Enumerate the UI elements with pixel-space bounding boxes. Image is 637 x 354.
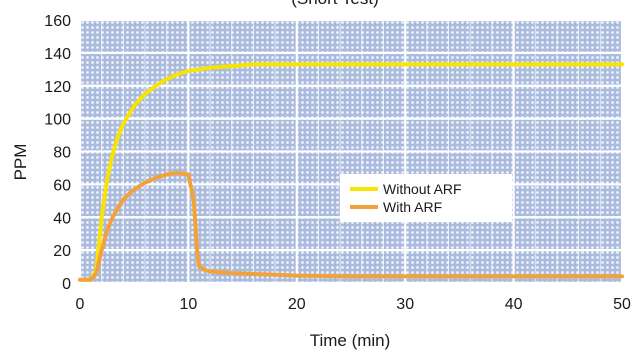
x-tick-label: 30 — [396, 296, 414, 313]
x-tick-label: 20 — [288, 296, 306, 313]
y-tick-label: 60 — [53, 177, 71, 194]
chart-title: (Short Test) — [291, 0, 379, 8]
y-tick-label: 100 — [44, 112, 71, 129]
y-tick-label: 120 — [44, 79, 71, 96]
y-tick-label: 160 — [44, 13, 71, 30]
x-tick-label: 10 — [180, 296, 198, 313]
y-tick-label: 0 — [62, 276, 71, 293]
series-line-with-arf — [78, 170, 624, 282]
x-axis-label: Time (min) — [310, 331, 391, 350]
series-line-without-arf — [78, 62, 624, 282]
legend-box — [340, 174, 512, 222]
gridlines — [78, 18, 624, 285]
y-axis-ticks: 0 20 40 60 80 100 120 140 160 — [44, 13, 71, 293]
x-tick-label: 50 — [613, 296, 631, 313]
legend-label-with-arf: With ARF — [383, 199, 442, 215]
x-tick-label: 0 — [76, 296, 85, 313]
y-tick-label: 140 — [44, 46, 71, 63]
y-axis-label: PPM — [11, 144, 30, 181]
series-lines — [78, 62, 624, 282]
legend-label-without-arf: Without ARF — [383, 181, 462, 197]
x-tick-label: 40 — [505, 296, 523, 313]
y-tick-label: 40 — [53, 210, 71, 227]
y-tick-label: 80 — [53, 145, 71, 162]
x-axis-ticks: 0 10 20 30 40 50 — [76, 296, 631, 313]
legend: Without ARF With ARF — [340, 174, 512, 222]
y-tick-label: 20 — [53, 243, 71, 260]
